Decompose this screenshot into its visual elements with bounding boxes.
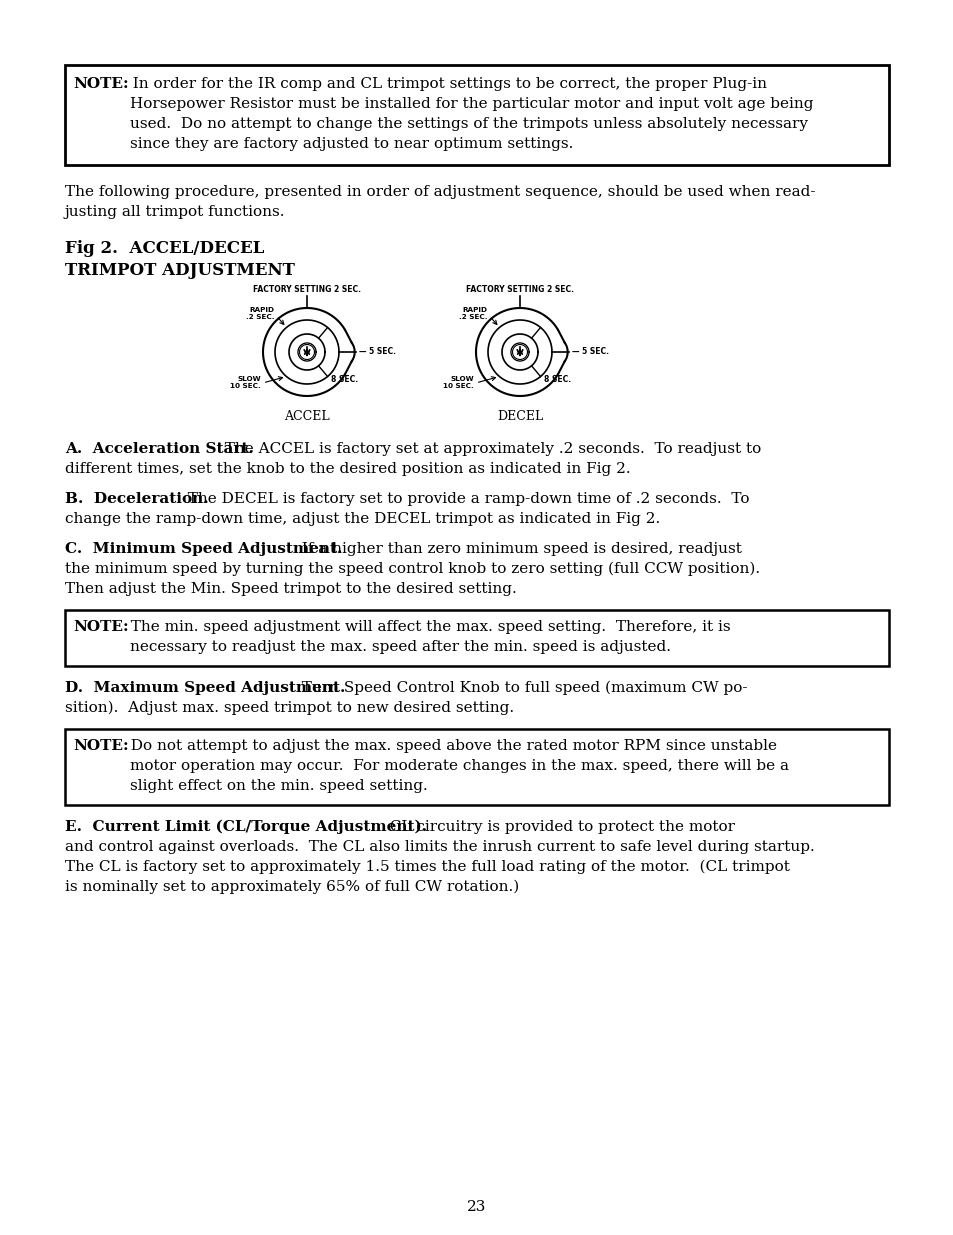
Text: DECEL: DECEL xyxy=(497,410,542,424)
Text: since they are factory adjusted to near optimum settings.: since they are factory adjusted to near … xyxy=(130,137,573,151)
Bar xyxy=(65,610,888,666)
Text: 8 SEC.: 8 SEC. xyxy=(330,375,357,384)
Text: The following procedure, presented in order of adjustment sequence, should be us: The following procedure, presented in or… xyxy=(65,185,815,199)
Text: — 5 SEC.: — 5 SEC. xyxy=(358,347,395,357)
Text: NOTE:: NOTE: xyxy=(73,77,129,91)
Text: change the ramp-down time, adjust the DECEL trimpot as indicated in Fig 2.: change the ramp-down time, adjust the DE… xyxy=(65,513,659,526)
Text: TRIMPOT ADJUSTMENT: TRIMPOT ADJUSTMENT xyxy=(65,262,294,279)
Text: The DECEL is factory set to provide a ramp-down time of .2 seconds.  To: The DECEL is factory set to provide a ra… xyxy=(178,492,749,506)
Text: — 5 SEC.: — 5 SEC. xyxy=(572,347,608,357)
Text: The ACCEL is factory set at approximately .2 seconds.  To readjust to: The ACCEL is factory set at approximatel… xyxy=(214,442,760,456)
Text: The CL is factory set to approximately 1.5 times the full load rating of the mot: The CL is factory set to approximately 1… xyxy=(65,860,789,874)
Text: sition).  Adjust max. speed trimpot to new desired setting.: sition). Adjust max. speed trimpot to ne… xyxy=(65,701,514,715)
Text: SLOW
10 SEC.: SLOW 10 SEC. xyxy=(442,377,474,389)
Text: CL circuitry is provided to protect the motor: CL circuitry is provided to protect the … xyxy=(379,820,734,834)
Text: motor operation may occur.  For moderate changes in the max. speed, there will b: motor operation may occur. For moderate … xyxy=(130,760,788,773)
Text: RAPID
.2 SEC.: RAPID .2 SEC. xyxy=(458,308,487,320)
Bar xyxy=(65,65,888,165)
Circle shape xyxy=(299,345,314,359)
Text: NOTE:: NOTE: xyxy=(73,620,129,634)
Text: 23: 23 xyxy=(467,1200,486,1214)
Text: Turn Speed Control Knob to full speed (maximum CW po-: Turn Speed Control Knob to full speed (m… xyxy=(292,680,747,695)
Text: slight effect on the min. speed setting.: slight effect on the min. speed setting. xyxy=(130,779,427,793)
Text: justing all trimpot functions.: justing all trimpot functions. xyxy=(65,205,285,219)
Text: Then adjust the Min. Speed trimpot to the desired setting.: Then adjust the Min. Speed trimpot to th… xyxy=(65,582,517,597)
Text: If a higher than zero minimum speed is desired, readjust: If a higher than zero minimum speed is d… xyxy=(292,542,741,556)
Text: FACTORY SETTING 2 SEC.: FACTORY SETTING 2 SEC. xyxy=(253,285,360,294)
Text: The min. speed adjustment will affect the max. speed setting.  Therefore, it is: The min. speed adjustment will affect th… xyxy=(121,620,730,634)
Text: different times, set the knob to the desired position as indicated in Fig 2.: different times, set the knob to the des… xyxy=(65,462,630,475)
Text: B.  Deceleration.: B. Deceleration. xyxy=(65,492,209,506)
Text: FACTORY SETTING 2 SEC.: FACTORY SETTING 2 SEC. xyxy=(465,285,574,294)
Text: SLOW
10 SEC.: SLOW 10 SEC. xyxy=(230,377,260,389)
Text: E.  Current Limit (CL/Torque Adjustment).: E. Current Limit (CL/Torque Adjustment). xyxy=(65,820,427,835)
Text: In order for the IR comp and CL trimpot settings to be correct, the proper Plug-: In order for the IR comp and CL trimpot … xyxy=(123,77,766,91)
Text: Horsepower Resistor must be installed for the particular motor and input volt ag: Horsepower Resistor must be installed fo… xyxy=(130,98,813,111)
Text: used.  Do no attempt to change the settings of the trimpots unless absolutely ne: used. Do no attempt to change the settin… xyxy=(130,117,807,131)
Bar xyxy=(65,729,888,805)
Text: RAPID
.2 SEC.: RAPID .2 SEC. xyxy=(246,308,274,320)
Text: Do not attempt to adjust the max. speed above the rated motor RPM since unstable: Do not attempt to adjust the max. speed … xyxy=(121,739,776,753)
Text: and control against overloads.  The CL also limits the inrush current to safe le: and control against overloads. The CL al… xyxy=(65,840,814,853)
Text: NOTE:: NOTE: xyxy=(73,739,129,753)
Text: is nominally set to approximately 65% of full CW rotation.): is nominally set to approximately 65% of… xyxy=(65,881,518,894)
Text: Fig 2.  ACCEL/DECEL: Fig 2. ACCEL/DECEL xyxy=(65,240,264,257)
Text: 8 SEC.: 8 SEC. xyxy=(543,375,570,384)
Text: the minimum speed by turning the speed control knob to zero setting (full CCW po: the minimum speed by turning the speed c… xyxy=(65,562,760,577)
Text: A.  Acceleration Start.: A. Acceleration Start. xyxy=(65,442,253,456)
Text: ACCEL: ACCEL xyxy=(284,410,330,424)
Circle shape xyxy=(512,345,527,359)
Text: C.  Minimum Speed Adjustment.: C. Minimum Speed Adjustment. xyxy=(65,542,342,556)
Text: D.  Maximum Speed Adjustment.: D. Maximum Speed Adjustment. xyxy=(65,680,345,695)
Text: necessary to readjust the max. speed after the min. speed is adjusted.: necessary to readjust the max. speed aft… xyxy=(130,640,670,655)
